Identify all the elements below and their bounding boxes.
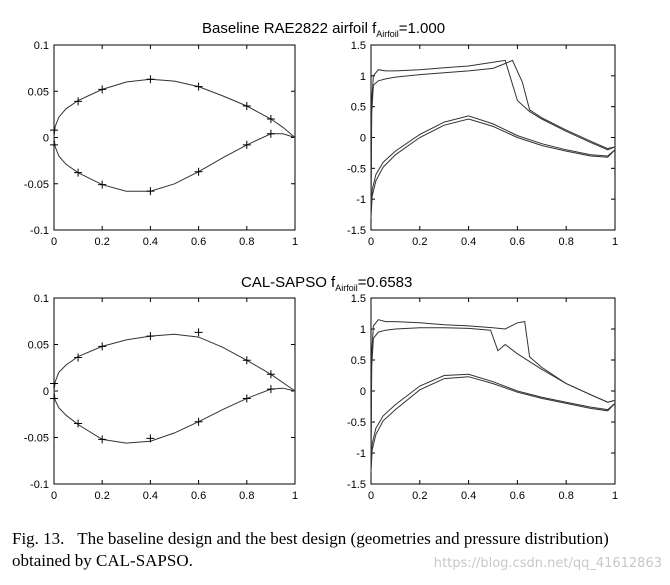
- y-tick-label: -1.5: [347, 225, 366, 237]
- baseline-pressure-series-line: [370, 115, 616, 212]
- x-tick-label: 1: [612, 236, 618, 248]
- y-tick-label: -0.1: [30, 479, 49, 491]
- x-tick-label: 0.8: [239, 236, 254, 248]
- plus-marker: [194, 417, 203, 426]
- plus-marker: [242, 140, 251, 149]
- plus-marker: [266, 370, 275, 379]
- x-tick-label: 0: [51, 490, 57, 502]
- baseline-pressure-series-line: [370, 118, 616, 218]
- x-tick-label: 0.8: [239, 490, 254, 502]
- y-tick-label: -1: [356, 194, 366, 206]
- x-tick-label: 1: [292, 236, 298, 248]
- x-tick-label: 0.6: [191, 236, 206, 248]
- x-tick-label: 0: [368, 236, 374, 248]
- y-tick-label: 0.5: [351, 102, 366, 114]
- optimized-title: CAL-SAPSO fAirfoil=0.6583: [241, 274, 413, 293]
- plus-marker: [50, 379, 58, 388]
- plus-marker: [74, 353, 83, 362]
- x-tick-label: 0.8: [559, 490, 574, 502]
- optimized-geometry-series-line: [53, 387, 296, 444]
- watermark: https://blog.csdn.net/qq_41612863: [433, 556, 662, 571]
- x-tick-label: 0.6: [510, 490, 525, 502]
- plus-marker: [74, 168, 83, 177]
- y-tick-label: 0.05: [28, 86, 49, 98]
- plus-marker: [242, 102, 251, 111]
- x-tick-label: 0.2: [95, 236, 110, 248]
- baseline-geometry-series-line: [53, 133, 296, 192]
- y-tick-label: 0.5: [351, 355, 366, 367]
- x-tick-label: 0.4: [143, 490, 158, 502]
- y-tick-label: 0: [43, 133, 49, 145]
- x-tick-label: 0: [368, 490, 374, 502]
- figure-caption: Fig. 13. The baseline design and the bes…: [12, 528, 632, 572]
- plus-marker: [146, 187, 155, 196]
- plus-marker: [242, 394, 251, 403]
- optimized-pressure-series-line: [370, 376, 616, 472]
- optimized-pressure-axes: [370, 297, 616, 485]
- y-tick-label: 0.1: [34, 293, 49, 305]
- plot-area: 0 0.2 0.4 0.6 0.8 10.10.050-0.05-0.10 0.2 0.4 0.…: [24, 40, 618, 502]
- x-tick-label: 0.4: [461, 490, 476, 502]
- optimized-geometry-series-line: [53, 333, 296, 392]
- x-tick-label: 0: [51, 236, 57, 248]
- baseline-pressure-axes: [370, 44, 616, 231]
- y-tick-label: 1: [360, 71, 366, 83]
- y-tick-label: -0.05: [24, 433, 49, 445]
- y-tick-label: 0.05: [28, 340, 49, 352]
- baseline-pressure-series-line: [370, 59, 616, 206]
- y-tick-label: 0: [360, 386, 366, 398]
- plus-marker: [98, 180, 107, 189]
- baseline-geometry-series-line: [53, 78, 296, 138]
- baseline-pressure-series-line: [370, 59, 616, 218]
- y-tick-label: 0.1: [34, 40, 49, 52]
- optimized-pressure-series-line: [370, 327, 616, 472]
- y-tick-label: -0.5: [347, 417, 366, 429]
- plus-marker: [74, 419, 83, 428]
- x-tick-label: 1: [612, 490, 618, 502]
- plus-marker: [50, 394, 58, 403]
- plus-marker: [146, 75, 155, 84]
- plus-marker: [50, 140, 58, 149]
- plus-marker: [98, 342, 107, 351]
- y-tick-label: 0: [360, 133, 366, 145]
- y-tick-label: 1: [360, 324, 366, 336]
- plus-marker: [194, 82, 203, 91]
- y-tick-label: -1: [356, 448, 366, 460]
- plus-marker: [98, 85, 107, 94]
- x-tick-label: 0.4: [143, 236, 158, 248]
- x-tick-label: 0.6: [510, 236, 525, 248]
- plus-marker: [50, 126, 58, 135]
- x-tick-label: 0.8: [559, 236, 574, 248]
- optimized-geometry-axes: [53, 297, 296, 485]
- plus-marker: [266, 385, 275, 394]
- baseline-title: Baseline RAE2822 airfoil fAirfoil=1.000: [202, 20, 446, 39]
- plus-marker: [266, 129, 275, 138]
- plus-marker: [146, 332, 155, 341]
- x-tick-label: 0.6: [191, 490, 206, 502]
- caption-label: Fig. 13.: [12, 529, 65, 548]
- y-tick-label: -1.5: [347, 479, 366, 491]
- baseline-geometry-axes: [53, 44, 296, 231]
- plus-marker: [242, 356, 251, 365]
- plus-marker: [98, 435, 107, 444]
- x-tick-label: 1: [292, 490, 298, 502]
- plus-marker: [266, 115, 275, 123]
- plus-marker: [194, 167, 203, 176]
- caption-text: The baseline design and the best design …: [12, 529, 609, 570]
- y-tick-label: -0.05: [24, 179, 49, 191]
- optimized-pressure-series-line: [370, 373, 616, 466]
- plus-marker: [146, 434, 155, 443]
- y-tick-label: 0: [43, 386, 49, 398]
- y-tick-label: -0.1: [30, 225, 49, 237]
- plus-marker: [74, 97, 83, 106]
- x-tick-label: 0.2: [95, 490, 110, 502]
- plus-marker: [194, 328, 203, 337]
- x-tick-label: 0.4: [461, 236, 476, 248]
- x-tick-label: 0.2: [412, 490, 427, 502]
- y-tick-label: 1.5: [351, 40, 366, 52]
- x-tick-label: 0.2: [412, 236, 427, 248]
- y-tick-label: -0.5: [347, 163, 366, 175]
- y-tick-label: 1.5: [351, 293, 366, 305]
